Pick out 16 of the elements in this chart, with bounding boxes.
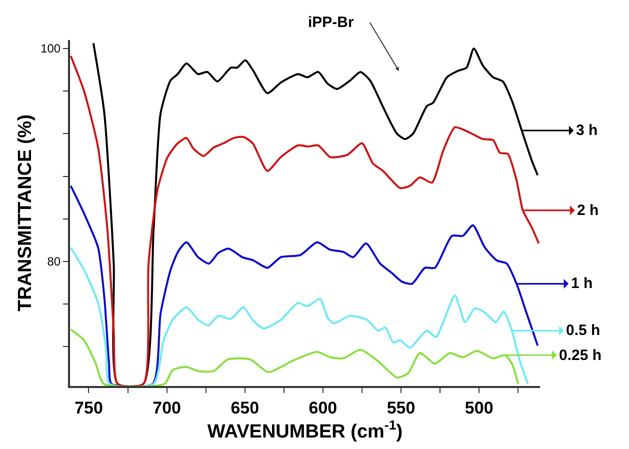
x-tick-label: 650 (230, 398, 260, 418)
text: iPP-Br (308, 14, 354, 31)
legend-label: 1 h (571, 275, 593, 292)
x-axis-title: WAVENUMBER (cm$^{-1}$) (207, 417, 403, 442)
y-tick-label: 80 (47, 254, 61, 269)
y-tick-label: 100 (40, 42, 61, 56)
y-axis-title: TRANSMITTANCE (%) (14, 114, 36, 312)
x-tick-label: 600 (308, 398, 338, 418)
legend-label: 2 h (577, 202, 599, 219)
x-tick-label: 500 (464, 398, 494, 418)
legend-label: 3 h (576, 122, 598, 139)
legend-label: 0.25 h (559, 347, 602, 364)
x-tick-label: 550 (386, 398, 416, 418)
x-tick-label: 700 (152, 398, 181, 418)
legend-label: 0.5 h (566, 322, 600, 339)
x-tick-label: 750 (74, 398, 103, 418)
